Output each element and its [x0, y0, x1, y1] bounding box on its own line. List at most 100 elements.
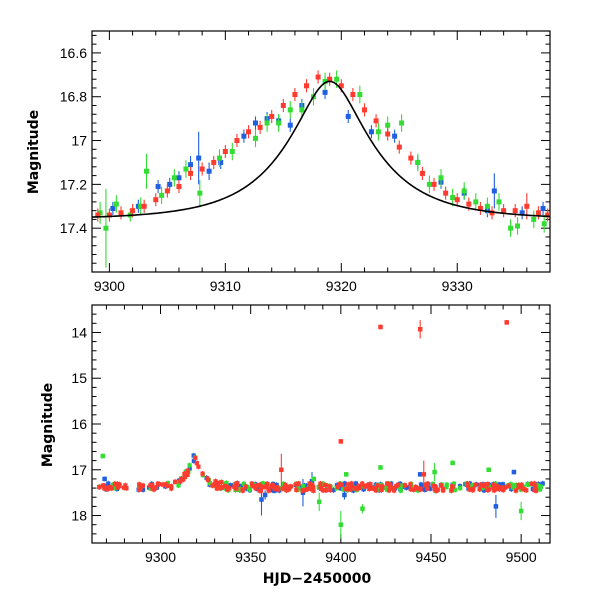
data-point	[477, 205, 483, 211]
data-point	[102, 486, 107, 491]
data-point	[294, 487, 299, 492]
data-point	[359, 484, 364, 489]
y-tick-label: 16.6	[60, 45, 87, 61]
data-point	[299, 107, 305, 113]
data-point	[518, 508, 524, 514]
x-axis-title: HJD−2450000	[263, 571, 372, 587]
data-point	[182, 471, 187, 477]
data-point	[538, 484, 544, 489]
data-point	[310, 483, 315, 488]
data-point	[375, 483, 380, 488]
data-point	[172, 479, 178, 484]
data-point	[473, 482, 478, 487]
series-green	[97, 70, 547, 268]
data-point	[141, 203, 147, 209]
data-point	[179, 476, 184, 481]
data-point	[309, 478, 315, 484]
data-point	[537, 487, 543, 492]
data-point	[438, 483, 444, 488]
data-point	[123, 483, 128, 488]
data-point	[112, 481, 118, 486]
data-point	[279, 467, 284, 473]
data-point	[491, 188, 497, 194]
data-point	[413, 484, 418, 490]
data-point	[370, 486, 375, 491]
data-point	[219, 480, 224, 485]
data-point	[343, 472, 349, 477]
data-point	[493, 486, 498, 492]
data-point	[284, 488, 289, 493]
data-point	[217, 155, 223, 161]
data-point	[176, 175, 182, 181]
data-point	[348, 487, 353, 492]
data-point	[373, 118, 379, 124]
y-tick-label: 17	[71, 462, 87, 478]
series-blue	[110, 85, 546, 220]
data-point	[511, 469, 517, 475]
data-point	[342, 492, 347, 498]
data-point	[515, 223, 521, 229]
data-point	[296, 487, 301, 492]
data-point	[491, 482, 497, 488]
bottom-panel: 9300 9350 9400 9450 9500 14 15 16 17 18	[71, 304, 551, 565]
data-point	[519, 210, 525, 216]
data-point	[270, 483, 275, 488]
data-point	[121, 485, 127, 490]
data-point	[353, 485, 358, 491]
data-point	[357, 92, 363, 98]
data-point	[196, 155, 202, 161]
y-tick-label: 17.2	[60, 176, 87, 192]
data-point	[294, 482, 299, 487]
x-tick-label: 9350	[235, 549, 266, 565]
data-point	[385, 122, 391, 128]
data-point	[138, 203, 144, 209]
data-point	[496, 199, 502, 205]
data-point	[508, 225, 514, 231]
data-point	[224, 484, 229, 489]
data-point	[241, 481, 246, 486]
data-point	[276, 120, 282, 126]
data-point	[178, 479, 183, 484]
data-point	[218, 159, 224, 165]
data-point	[532, 487, 537, 493]
data-point	[151, 486, 157, 491]
data-point	[188, 162, 194, 168]
data-point	[260, 485, 265, 490]
data-point	[375, 129, 381, 135]
data-point	[261, 481, 266, 486]
data-point	[486, 487, 491, 492]
data-point	[535, 484, 541, 489]
y-tick-label: 18	[71, 508, 87, 524]
data-point	[391, 486, 396, 491]
top-panel: 9300 9310 9320 9330 16.6 16.8 17 17.2 17.4	[60, 30, 551, 294]
data-point	[304, 83, 310, 89]
data-point	[191, 458, 196, 463]
data-point	[252, 120, 258, 126]
data-point	[364, 483, 370, 488]
data-point	[305, 486, 310, 492]
data-point	[266, 486, 271, 491]
y-tick-label: 16.8	[60, 89, 87, 105]
x-tick-label: 9330	[442, 278, 473, 294]
data-point	[286, 487, 292, 492]
data-point	[155, 481, 160, 486]
data-point	[153, 197, 159, 203]
data-point	[337, 481, 342, 487]
data-point	[212, 482, 217, 487]
data-point	[497, 487, 502, 492]
data-point	[494, 484, 499, 489]
data-point	[229, 149, 235, 154]
data-point	[320, 481, 326, 486]
data-point	[238, 484, 244, 489]
data-point	[110, 205, 116, 211]
data-point	[441, 488, 446, 493]
data-point	[360, 481, 365, 486]
data-point	[421, 472, 427, 477]
data-point	[106, 481, 111, 486]
data-point	[274, 482, 279, 488]
data-point	[211, 159, 217, 165]
data-point	[259, 497, 264, 502]
data-point	[252, 135, 258, 141]
data-point	[315, 74, 321, 80]
data-point	[275, 485, 280, 490]
